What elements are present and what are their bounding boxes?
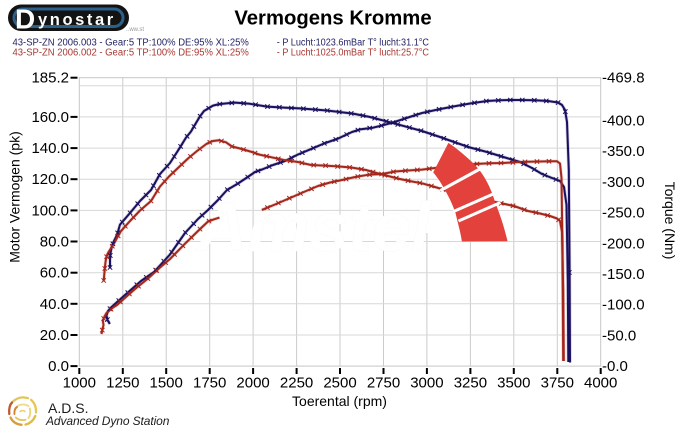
svg-text:3250: 3250 bbox=[454, 374, 487, 391]
svg-text:A.D.S.: A.D.S. bbox=[48, 400, 88, 416]
svg-text:-200.0: -200.0 bbox=[602, 235, 645, 252]
svg-text:160.0: 160.0 bbox=[31, 109, 69, 126]
svg-text:D: D bbox=[15, 4, 35, 35]
svg-text:Vermogens Kromme: Vermogens Kromme bbox=[234, 7, 431, 29]
svg-text:-250.0: -250.0 bbox=[602, 205, 645, 222]
svg-text:-100.0: -100.0 bbox=[602, 297, 645, 314]
svg-text:1250: 1250 bbox=[106, 374, 139, 391]
svg-text:140.0: 140.0 bbox=[31, 140, 69, 157]
svg-text:-0.0: -0.0 bbox=[602, 358, 628, 375]
svg-text:ynostar: ynostar bbox=[38, 11, 116, 29]
svg-text:2000: 2000 bbox=[236, 374, 269, 391]
svg-text:1750: 1750 bbox=[193, 374, 226, 391]
svg-text:Torque (Nm): Torque (Nm) bbox=[662, 182, 678, 260]
svg-text:3000: 3000 bbox=[410, 374, 443, 391]
svg-text:Toerental (rpm): Toerental (rpm) bbox=[292, 393, 387, 409]
svg-text:120.0: 120.0 bbox=[31, 171, 69, 188]
svg-text:2750: 2750 bbox=[367, 374, 400, 391]
svg-text:-350.0: -350.0 bbox=[602, 143, 645, 160]
svg-text:100.0: 100.0 bbox=[31, 202, 69, 219]
svg-text:-150.0: -150.0 bbox=[602, 266, 645, 283]
svg-text:..ww.st: ..ww.st bbox=[126, 27, 144, 33]
svg-text:-300.0: -300.0 bbox=[602, 174, 645, 191]
svg-text:4000: 4000 bbox=[584, 374, 617, 391]
svg-text:Motor Vermogen (pk): Motor Vermogen (pk) bbox=[7, 131, 23, 263]
svg-text:43-SP-ZN 2006.003 - Gear:5 TP:: 43-SP-ZN 2006.003 - Gear:5 TP:100% DE:95… bbox=[13, 38, 430, 49]
svg-text:0.0: 0.0 bbox=[48, 358, 69, 375]
svg-text:20.0: 20.0 bbox=[40, 327, 69, 344]
svg-text:-469.8: -469.8 bbox=[602, 70, 645, 87]
svg-text:-50.0: -50.0 bbox=[602, 327, 636, 344]
svg-text:3500: 3500 bbox=[497, 374, 530, 391]
svg-text:2500: 2500 bbox=[323, 374, 356, 391]
svg-text:-400.0: -400.0 bbox=[602, 113, 645, 130]
svg-text:3750: 3750 bbox=[541, 374, 574, 391]
svg-text:80.0: 80.0 bbox=[40, 234, 69, 251]
svg-text:40.0: 40.0 bbox=[40, 296, 69, 313]
svg-text:Amstel: Amstel bbox=[195, 188, 432, 266]
svg-text:Advanced Dyno Station: Advanced Dyno Station bbox=[45, 414, 170, 428]
svg-text:43-SP-ZN 2006.002 - Gear:5 TP:: 43-SP-ZN 2006.002 - Gear:5 TP:100% DE:95… bbox=[13, 47, 430, 58]
svg-text:1000: 1000 bbox=[63, 374, 96, 391]
svg-text:2250: 2250 bbox=[280, 374, 313, 391]
svg-text:185.2: 185.2 bbox=[31, 70, 69, 87]
svg-text:60.0: 60.0 bbox=[40, 265, 69, 282]
svg-text:1500: 1500 bbox=[150, 374, 183, 391]
